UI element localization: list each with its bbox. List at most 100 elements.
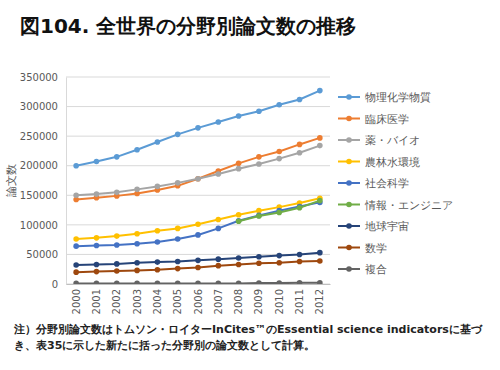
x-tick-label: 2002 (111, 289, 122, 314)
series-marker (134, 147, 140, 153)
series-marker (256, 154, 262, 160)
legend-entry: 薬・バイオ (338, 134, 420, 147)
series-marker (134, 268, 140, 274)
series-marker (236, 219, 242, 225)
x-tick: 2001 (91, 284, 102, 314)
series-marker (236, 113, 242, 119)
legend-marker (346, 159, 352, 165)
series-line (76, 91, 320, 166)
series-marker (236, 281, 242, 284)
series-marker (73, 236, 79, 242)
series-marker (155, 259, 161, 265)
legend-marker (346, 266, 352, 272)
x-tick-label: 2007 (213, 289, 224, 314)
x-tick: 2008 (233, 284, 244, 314)
legend-label: 社会科学 (365, 177, 409, 190)
series-marker (195, 265, 201, 271)
x-tick-label: 2003 (132, 289, 143, 314)
x-tick-label: 2012 (314, 289, 325, 314)
series-marker (175, 180, 181, 186)
series-marker (155, 228, 161, 234)
legend-entry: 複合 (338, 263, 387, 276)
y-axis: 0 50000 100000 150000 200000 250000 300000 3500… (20, 72, 67, 290)
x-tick-label: 2008 (233, 289, 244, 314)
series-marker (114, 261, 120, 267)
y-tick: 300000 (20, 101, 66, 112)
legend-entry: 情報・エンジニア (338, 199, 453, 212)
y-tick: 100000 (20, 220, 66, 231)
legend: 物理化学物質臨床医学薬・バイオ農林水環境社会科学情報・エンジニア地球宇宙数学複合 (338, 91, 453, 276)
series-marker (256, 254, 262, 260)
series-marker (175, 226, 181, 232)
series-marker (73, 269, 79, 275)
series-marker (297, 252, 303, 258)
x-tick-label: 2010 (274, 289, 285, 314)
series-marker (155, 239, 161, 245)
series-marker (236, 212, 242, 218)
series-marker (216, 119, 222, 125)
legend-label: 物理化学物質 (365, 91, 431, 104)
grid-line (66, 195, 330, 196)
y-tick-label: 200000 (20, 160, 58, 171)
series-marker (276, 102, 282, 108)
y-tick-label: 250000 (20, 131, 58, 142)
y-tick-label: 350000 (20, 72, 58, 83)
series-marker (94, 269, 100, 275)
series-marker (175, 259, 181, 265)
series-marker (175, 281, 181, 284)
series-marker (297, 280, 303, 284)
series-marker (236, 166, 242, 172)
series-marker (195, 232, 201, 238)
x-tick: 2004 (152, 284, 163, 314)
x-tick: 2006 (193, 284, 204, 314)
series-marker (155, 281, 161, 284)
x-tick-label: 2004 (152, 289, 163, 314)
series-marker (155, 139, 161, 145)
series (73, 258, 322, 275)
series-marker (317, 280, 323, 284)
series-marker (94, 159, 100, 165)
series-marker (216, 226, 222, 232)
series-marker (114, 268, 120, 274)
legend-label: 地球宇宙 (364, 220, 409, 233)
x-tick-label: 2011 (294, 289, 305, 314)
series-marker (216, 263, 222, 269)
series-line (76, 202, 320, 246)
legend-label: 農林水環境 (365, 156, 420, 169)
series-line (239, 201, 320, 222)
series-marker (216, 281, 222, 284)
series-marker (276, 149, 282, 155)
series-marker (114, 281, 120, 284)
x-tick: 2003 (132, 284, 143, 314)
series-marker (216, 217, 222, 223)
series-marker (134, 187, 140, 193)
x-tick-label: 2006 (193, 289, 204, 314)
legend-marker (346, 137, 352, 143)
x-tick-label: 2001 (91, 289, 102, 314)
legend-label: 臨床医学 (365, 113, 409, 126)
y-tick: 200000 (20, 160, 66, 171)
series-marker (134, 231, 140, 237)
x-tick-label: 2000 (71, 289, 82, 314)
y-tick: 0 (52, 279, 66, 290)
series-marker (94, 235, 100, 241)
legend-marker (346, 202, 352, 208)
x-tick: 2005 (172, 284, 183, 314)
y-tick: 50000 (26, 249, 66, 260)
grid-line (66, 165, 330, 166)
series-marker (114, 190, 120, 196)
series-marker (317, 88, 323, 94)
series-marker (297, 259, 303, 265)
title: 図104. 全世界の分野別論文数の推移 (20, 14, 356, 38)
series-marker (73, 192, 79, 198)
y-axis-title: 論文数 (5, 164, 18, 197)
x-tick: 2010 (274, 284, 285, 314)
series-marker (256, 280, 262, 284)
legend-entry: 地球宇宙 (338, 220, 409, 233)
series-marker (276, 280, 282, 284)
x-tick: 2011 (294, 284, 305, 314)
y-tick-label: 150000 (20, 190, 58, 201)
series-marker (297, 150, 303, 156)
series (73, 135, 322, 202)
x-tick: 2009 (253, 284, 264, 314)
